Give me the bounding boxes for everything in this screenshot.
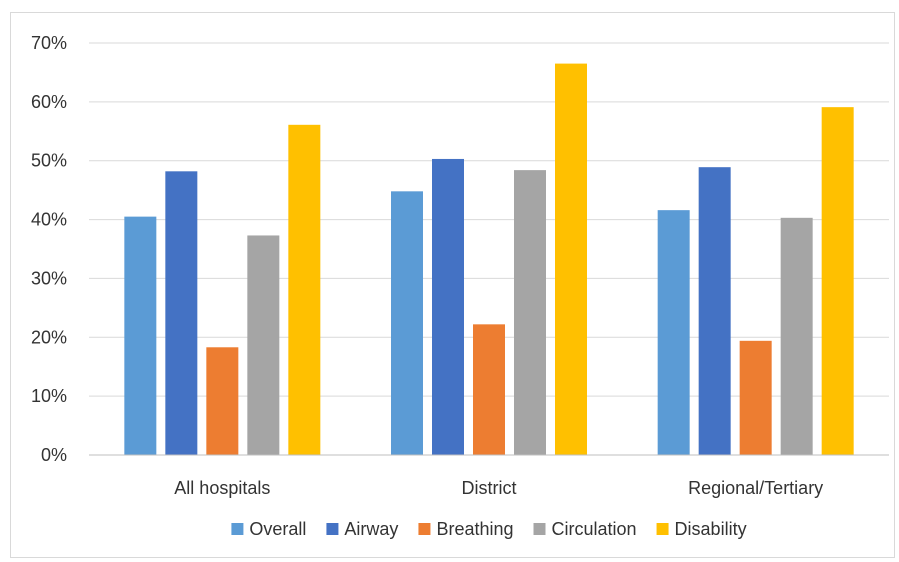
legend-label-disability: Disability [675, 519, 747, 539]
x-category-label: All hospitals [174, 478, 270, 498]
bar-disability-2 [555, 63, 587, 455]
legend: Overall Airway Breathing Circulation Disabil… [231, 519, 747, 539]
bar-breathing-1 [206, 347, 239, 455]
legend-label-airway: Airway [344, 519, 398, 539]
legend-swatch-airway [326, 523, 339, 535]
legend-swatch-circulation [533, 523, 546, 535]
x-axis-category-labels: All hospitals District Regional/Tertiary [174, 478, 823, 498]
y-tick-label: 10% [31, 386, 67, 406]
bar-disability-3 [821, 107, 854, 455]
y-tick-label: 70% [31, 33, 67, 53]
y-axis-tick-labels: 0% 10% 20% 30% 40% 50% 60% 70% [31, 33, 67, 465]
y-tick-label: 0% [41, 445, 67, 465]
bar-circulation-2 [514, 170, 546, 456]
legend-label-breathing: Breathing [436, 519, 513, 539]
bar-breathing-2 [473, 324, 505, 455]
legend-swatch-disability [656, 523, 669, 535]
legend-label-overall: Overall [249, 519, 306, 539]
bar-circulation-3 [780, 217, 813, 455]
bar-airway-3 [698, 167, 731, 455]
y-tick-label: 20% [31, 327, 67, 347]
legend-swatch-breathing [418, 523, 431, 535]
bar-chart: 0% 10% 20% 30% 40% 50% 60% 70% All hospitals Dis… [31, 33, 889, 539]
x-category-label: Regional/Tertiary [688, 478, 823, 498]
bar-airway-1 [165, 171, 198, 455]
bar-airway-2 [432, 158, 464, 455]
bar-disability-1 [288, 124, 321, 455]
chart-frame: 0% 10% 20% 30% 40% 50% 60% 70% All hospitals Dis… [10, 12, 895, 558]
bars [124, 63, 854, 456]
x-category-label: District [462, 478, 517, 498]
y-tick-label: 40% [31, 210, 67, 230]
legend-label-circulation: Circulation [552, 519, 637, 539]
bar-overall-2 [391, 191, 423, 455]
y-tick-label: 60% [31, 92, 67, 112]
bar-breathing-3 [739, 340, 772, 455]
legend-swatch-overall [231, 523, 244, 535]
bar-overall-1 [124, 216, 157, 455]
bar-overall-3 [657, 210, 690, 455]
bar-circulation-1 [247, 235, 280, 455]
y-tick-label: 30% [31, 268, 67, 288]
y-tick-label: 50% [31, 151, 67, 171]
gridlines [89, 42, 889, 397]
